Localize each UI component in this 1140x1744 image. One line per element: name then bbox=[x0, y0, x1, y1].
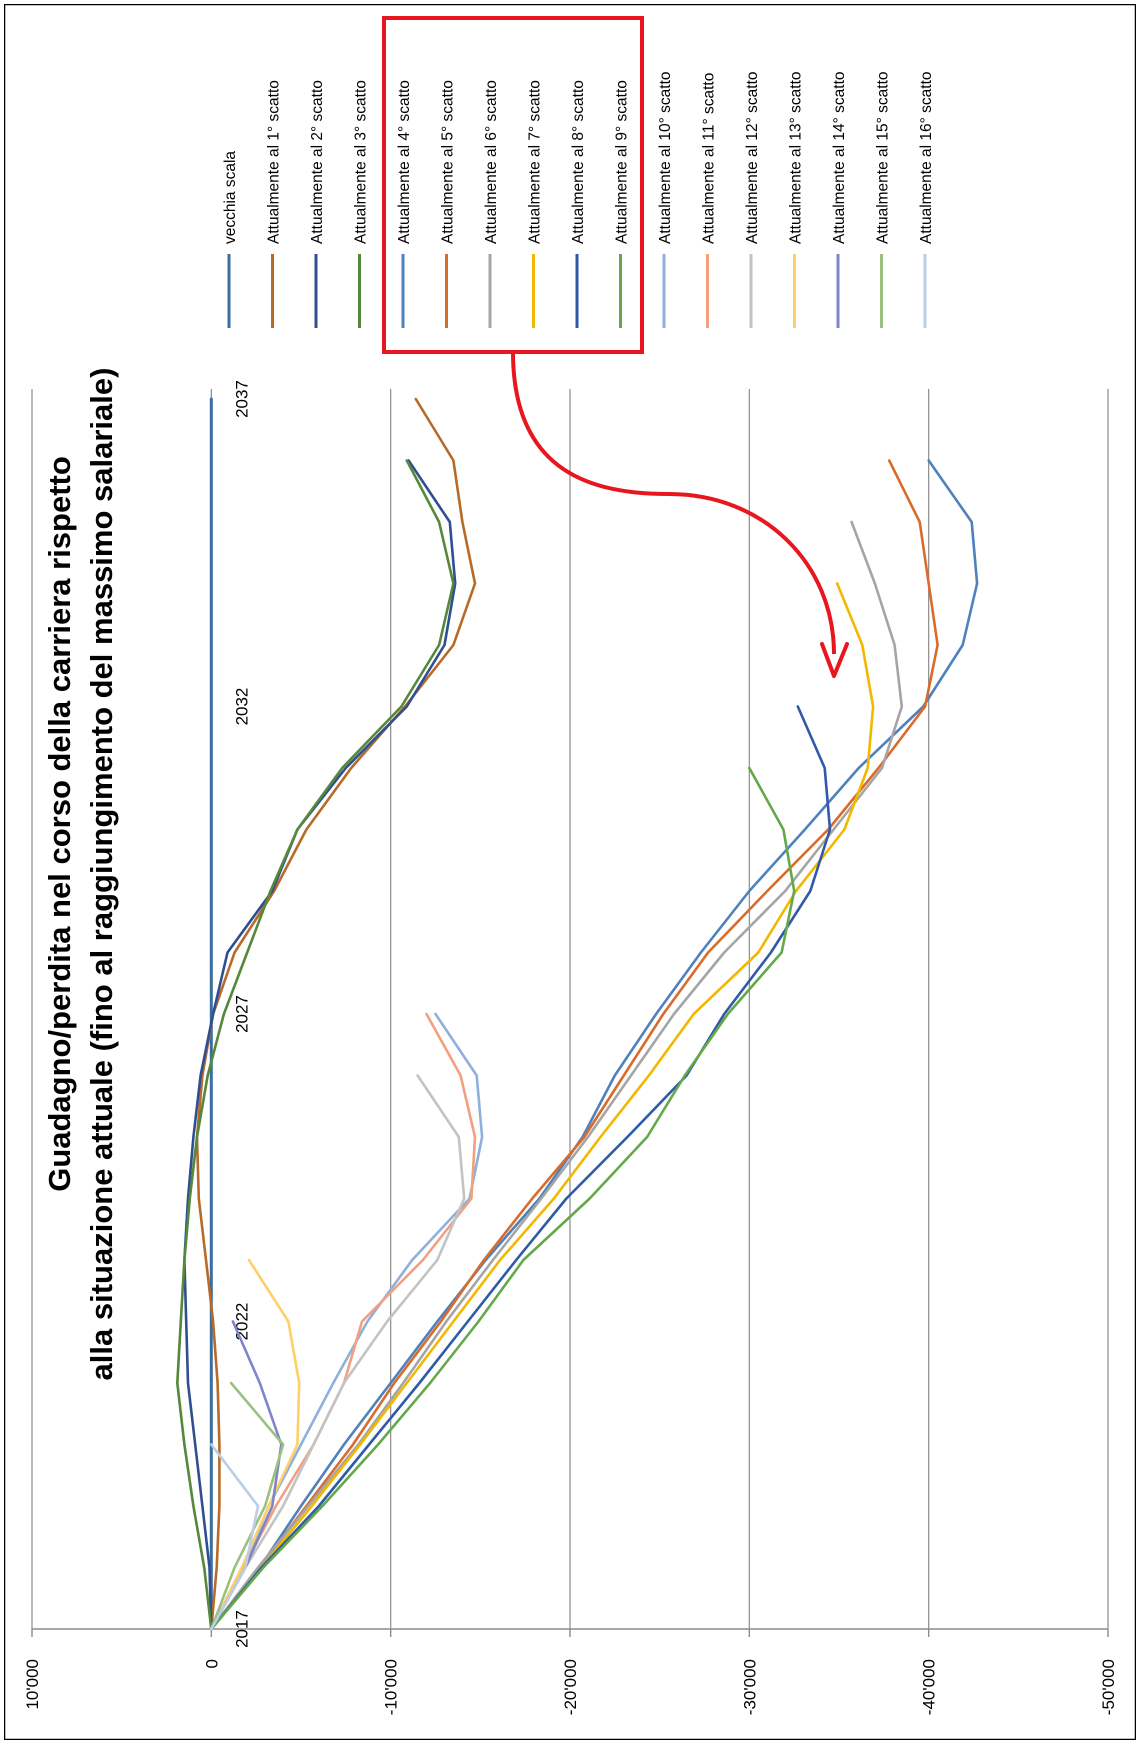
y-tick-label: 0 bbox=[202, 1659, 221, 1668]
highlight-annotation bbox=[382, 16, 849, 678]
legend-label: Attualmente al 2° scatto bbox=[309, 80, 326, 244]
highlight-arrow bbox=[511, 351, 836, 655]
chart-title-line: alla situazione attuale (fino al raggiun… bbox=[84, 368, 119, 1381]
legend-label: Attualmente al 13° scatto bbox=[788, 72, 805, 245]
y-tick-label: 10'000 bbox=[23, 1659, 42, 1710]
y-tick-label: -40'000 bbox=[920, 1659, 939, 1715]
series-line bbox=[210, 1443, 260, 1631]
legend-label: Attualmente al 5° scatto bbox=[440, 80, 457, 244]
legend-label: Attualmente al 14° scatto bbox=[831, 72, 848, 245]
series-line bbox=[176, 459, 455, 1631]
series-line bbox=[210, 582, 875, 1631]
legend-label: Attualmente al 15° scatto bbox=[875, 72, 892, 245]
legend-label: Attualmente al 9° scatto bbox=[614, 80, 631, 244]
legend-label: vecchia scala bbox=[222, 151, 239, 244]
legend-label: Attualmente al 12° scatto bbox=[744, 72, 761, 245]
legend-label: Attualmente al 3° scatto bbox=[353, 80, 370, 244]
series-line bbox=[210, 459, 939, 1631]
series-line bbox=[210, 1012, 477, 1631]
legend: vecchia scala Attualmente al 1° scatto Att… bbox=[222, 72, 935, 328]
chart-title: Guadagno/perdita nel corso della carrier… bbox=[42, 368, 119, 1381]
x-tick-label: 2022 bbox=[232, 1303, 251, 1341]
series-line bbox=[210, 705, 832, 1631]
arrow-head bbox=[820, 642, 849, 678]
legend-label: Attualmente al 1° scatto bbox=[266, 80, 283, 244]
x-tick-label: 2027 bbox=[232, 995, 251, 1033]
y-tick-label: -10'000 bbox=[382, 1659, 401, 1715]
series-line bbox=[183, 459, 457, 1631]
x-tick-label: 2017 bbox=[232, 1610, 251, 1648]
series-line bbox=[210, 1074, 466, 1631]
x-tick-label: 2032 bbox=[232, 688, 251, 726]
series-line bbox=[210, 1258, 301, 1631]
legend-label: Attualmente al 10° scatto bbox=[657, 72, 674, 245]
chart-svg: 10'000 0 -10'000 -20'000 -30'000 -40'000 -50'0… bbox=[4, 4, 1136, 1740]
legend-label: Attualmente al 6° scatto bbox=[483, 80, 500, 244]
legend-label: Attualmente al 11° scatto bbox=[701, 73, 718, 244]
series-line bbox=[210, 1381, 285, 1631]
legend-label: Attualmente al 4° scatto bbox=[396, 80, 413, 244]
legend-label: Attualmente al 8° scatto bbox=[570, 80, 587, 244]
gridlines bbox=[31, 389, 1109, 1629]
y-tick-label: -30'000 bbox=[740, 1659, 759, 1715]
series-lines bbox=[176, 397, 979, 1631]
y-tick-label: -50'000 bbox=[1099, 1659, 1118, 1715]
series-line bbox=[210, 520, 904, 1631]
x-tick-label: 2037 bbox=[232, 380, 251, 418]
series-line bbox=[210, 459, 979, 1631]
legend-label: Attualmente al 7° scatto bbox=[527, 80, 544, 244]
chart-frame: 10'000 0 -10'000 -20'000 -30'000 -40'000 -50'0… bbox=[4, 4, 1136, 1740]
y-tick-label: -20'000 bbox=[561, 1659, 580, 1715]
chart-title-line: Guadagno/perdita nel corso della carrier… bbox=[42, 456, 77, 1192]
series-line bbox=[210, 766, 796, 1631]
legend-label: Attualmente al 16° scatto bbox=[918, 72, 935, 245]
